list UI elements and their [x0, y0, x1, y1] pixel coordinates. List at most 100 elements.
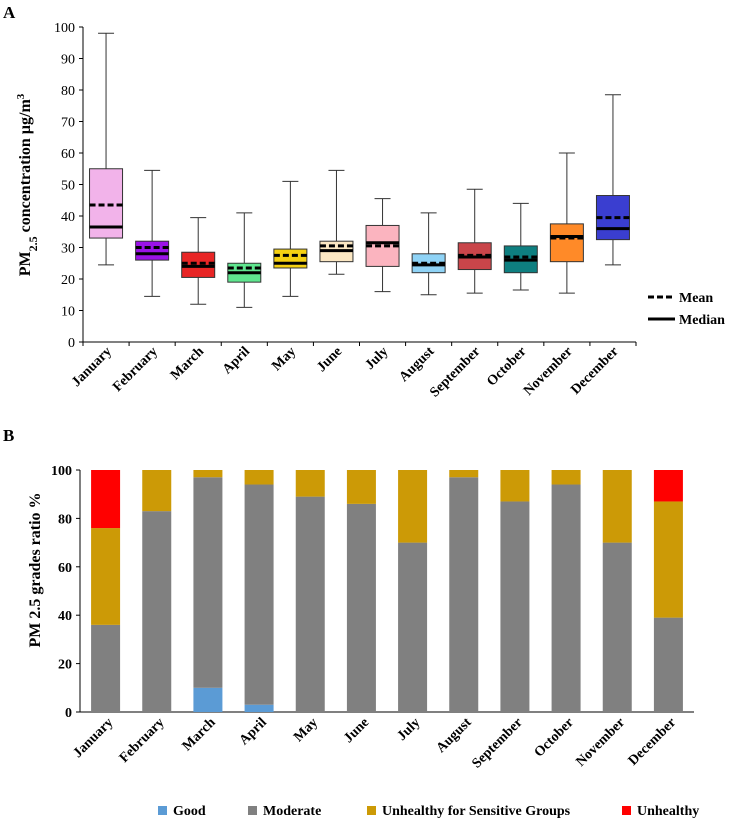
bar-unhealthy-for-sensitive-groups-february [142, 470, 172, 512]
bar-stack-october [551, 470, 581, 712]
box-body-february [135, 240, 170, 261]
panel-a-x-label-september: September [427, 344, 483, 400]
bar-stack-may [295, 470, 325, 712]
panel-b-x-label-december: December [626, 715, 679, 768]
legend-label-unhealthy: Unhealthy [637, 804, 699, 819]
panel-a-x-label-march: March [168, 344, 207, 383]
panel-b-x-label-september: September [469, 715, 525, 771]
bar-moderate-march [193, 477, 223, 688]
bar-unhealthy-january [91, 470, 121, 529]
legend-label-good: Good [173, 804, 206, 819]
box-august [411, 212, 446, 296]
box-december [595, 94, 630, 266]
bar-moderate-december [653, 617, 683, 712]
panel-a-y-tick-label: 50 [61, 179, 75, 194]
bar-unhealthy-for-sensitive-groups-march [193, 470, 223, 478]
legend-median-label: Median [679, 313, 725, 328]
y-label-sub: 2.5 [26, 236, 40, 251]
panel-b-legend: Good Moderate Unhealthy for Sensitive Grou… [158, 804, 699, 819]
panel-a-y-tick-label: 40 [61, 210, 75, 225]
panel-b-y-tick-label: 80 [58, 512, 72, 527]
bar-unhealthy-for-sensitive-groups-may [295, 470, 325, 497]
bar-unhealthy-for-sensitive-groups-january [91, 528, 121, 625]
box-march [181, 217, 216, 305]
bar-stack-february [142, 470, 172, 712]
panel-a-x-label-june: June [314, 344, 345, 375]
bar-stack-september [500, 470, 530, 712]
panel-a-y-tick-label: 80 [61, 84, 75, 99]
box-october [503, 202, 538, 291]
bar-moderate-november [602, 542, 632, 712]
panel-a-x-label-april: April [220, 344, 253, 377]
panel-a-x-label-july: July [363, 344, 392, 373]
panel-a-y-tick-label: 30 [61, 242, 75, 257]
bar-good-march [193, 687, 223, 712]
panel-b-x-label-march: March [180, 715, 219, 754]
bar-stack-august [449, 470, 479, 712]
panel-b-x-label-november: November [573, 715, 628, 770]
legend-label-unhealthy-for-sensitive-groups: Unhealthy for Sensitive Groups [382, 804, 571, 819]
panel-b-y-tick-label: 40 [58, 609, 72, 624]
legend-swatch-unhealthy-for-sensitive-groups [367, 806, 376, 815]
bar-moderate-october [551, 484, 581, 712]
bar-unhealthy-for-sensitive-groups-december [653, 501, 683, 618]
panel-a-axes: 0 10 20 30 40 50 60 70 80 90 100 [54, 21, 637, 351]
bar-unhealthy-for-sensitive-groups-august [449, 470, 479, 478]
panel-b-x-label-february: February [117, 715, 168, 766]
bar-unhealthy-for-sensitive-groups-june [346, 470, 376, 504]
box-september [457, 188, 492, 294]
legend-swatch-moderate [248, 806, 257, 815]
bar-stack-march [193, 470, 223, 712]
panel-a-legend: Mean Median [648, 291, 725, 328]
panel-b-y-tick-label: 100 [51, 464, 72, 479]
panel-a-x-label-october: October [484, 344, 529, 389]
legend-swatch-good [158, 806, 167, 815]
panel-b-stacked-bar: B PM 2.5 grades ratio % 0 20 40 60 80 100 Jan… [3, 426, 699, 819]
box-july [365, 198, 400, 293]
box-january [89, 32, 124, 266]
panel-b-y-tick-label: 60 [58, 561, 72, 576]
box-june [319, 169, 354, 275]
y-label-unit: concentration µg/m [17, 99, 34, 237]
panel-b-x-tick-labels: January February March April May June July Augu… [71, 715, 680, 771]
panel-a-x-label-february: February [110, 344, 161, 395]
bar-moderate-may [295, 496, 325, 712]
panel-b-axes: 0 20 40 60 80 100 [51, 464, 694, 721]
bar-unhealthy-for-sensitive-groups-october [551, 470, 581, 485]
bar-unhealthy-for-sensitive-groups-november [602, 470, 632, 543]
bar-unhealthy-for-sensitive-groups-september [500, 470, 530, 502]
bar-stack-november [602, 470, 632, 712]
bar-moderate-september [500, 501, 530, 712]
panel-a-x-label-january: January [69, 344, 115, 390]
box-may [273, 180, 308, 297]
panel-a-label: A [3, 3, 16, 22]
panel-a-x-label-may: May [269, 344, 299, 374]
panel-a-y-tick-label: 10 [61, 305, 75, 320]
panel-a-boxplot: A PM2.5 concentration µg/m3 0 10 20 30 40 50 6… [3, 3, 725, 400]
panel-b-x-label-october: October [532, 715, 577, 760]
bar-moderate-june [346, 503, 376, 712]
bar-moderate-july [398, 542, 428, 712]
panel-b-y-tick-label: 20 [58, 658, 72, 673]
bar-good-april [244, 704, 274, 712]
panel-b-x-label-april: April [237, 715, 270, 748]
box-november [549, 152, 584, 294]
panel-b-y-tick-label: 0 [65, 706, 72, 721]
panel-b-x-label-july: July [395, 715, 424, 744]
bar-unhealthy-for-sensitive-groups-july [398, 470, 428, 543]
box-february [135, 169, 170, 297]
panel-a-y-tick-label: 100 [54, 21, 75, 36]
bar-moderate-august [449, 477, 479, 712]
panel-a-x-label-november: November [521, 344, 576, 399]
y-label-sup: 3 [15, 93, 27, 99]
panel-a-boxes [89, 32, 630, 308]
bar-stack-june [346, 470, 376, 712]
legend-mean-label: Mean [679, 291, 713, 306]
panel-a-y-tick-label: 90 [61, 53, 75, 68]
box-body-november [549, 223, 584, 263]
panel-a-y-tick-label: 60 [61, 147, 75, 162]
bar-moderate-april [244, 484, 274, 705]
panel-b-bars [91, 470, 683, 712]
